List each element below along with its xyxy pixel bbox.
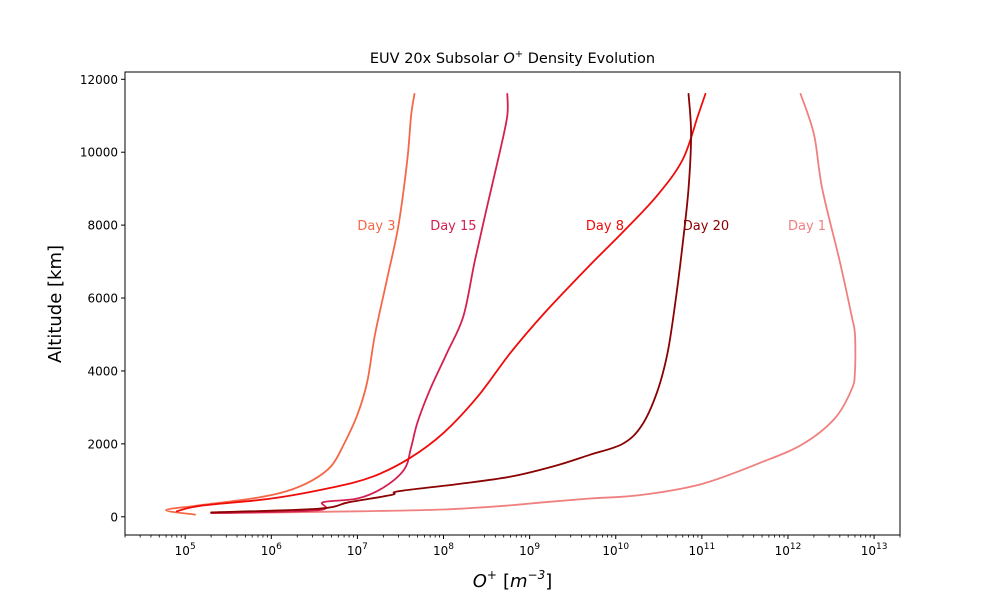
y-tick-label: 2000 <box>87 437 118 451</box>
x-tick-label: 109 <box>519 542 540 558</box>
x-tick-label: 1012 <box>775 542 802 558</box>
series-line-day-1 <box>218 92 857 515</box>
series-line-day-15 <box>210 92 509 515</box>
x-tick-label: 108 <box>433 542 454 558</box>
curve-label-day-1: Day 1 <box>788 219 826 234</box>
series-group <box>165 92 857 516</box>
x-axis-title: O+ [m−3] <box>473 568 553 592</box>
x-tick-label: 106 <box>261 542 282 558</box>
y-tick-label: 0 <box>110 510 118 524</box>
x-tick-label: 1013 <box>861 542 888 558</box>
series-line-day-8 <box>175 92 707 513</box>
x-tick-label: 107 <box>347 542 368 558</box>
x-tick-label: 105 <box>175 542 196 558</box>
y-tick-label: 8000 <box>87 219 118 233</box>
curve-labels: Day 1 Day 3 Day 15 Day 8 Day 20 <box>357 219 826 234</box>
axes: 0 2000 4000 6000 8000 10000 12000 105 106 107 108 1… <box>80 71 901 558</box>
y-tick-label: 4000 <box>87 364 118 378</box>
chart-title: EUV 20x Subsolar O+ Density Evolution <box>370 49 655 67</box>
y-tick-label: 6000 <box>87 292 118 306</box>
y-axis-title: Altitude [km] <box>45 245 66 363</box>
series-line-day-3 <box>165 92 416 516</box>
x-tick-label: 1010 <box>602 542 629 558</box>
y-tick-label: 10000 <box>80 146 118 160</box>
series-line-day-20 <box>210 92 692 514</box>
axes-frame <box>124 71 901 536</box>
curve-label-day-3: Day 3 <box>357 219 395 234</box>
y-tick-label: 12000 <box>80 73 118 87</box>
x-tick-label: 1011 <box>688 542 715 558</box>
curve-label-day-15: Day 15 <box>430 219 476 234</box>
curve-label-day-8: Day 8 <box>586 219 624 234</box>
curve-label-day-20: Day 20 <box>683 219 729 234</box>
